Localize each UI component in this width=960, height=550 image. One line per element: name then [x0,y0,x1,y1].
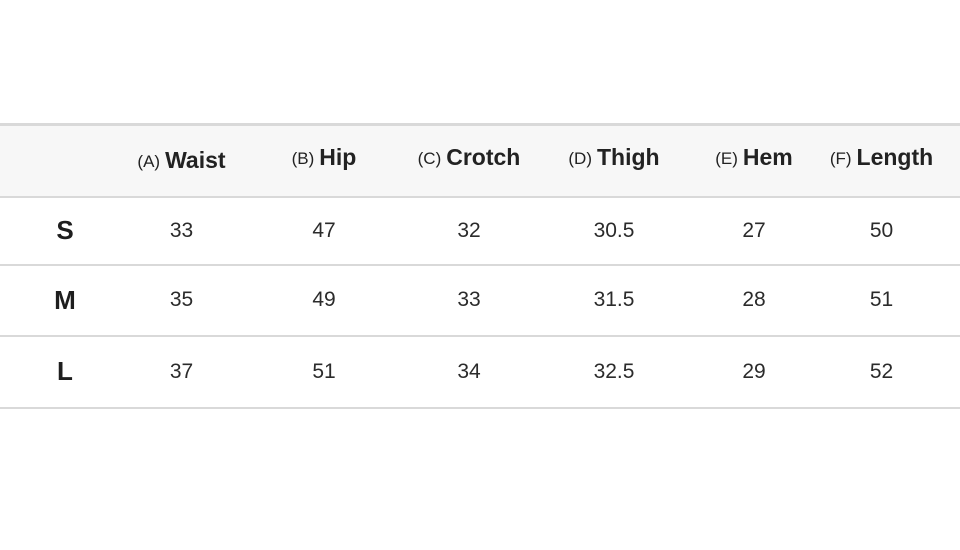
cell-waist: 35 [169,288,194,311]
cell-length: 52 [869,359,894,383]
size-label-l: L [57,356,73,386]
cell-length: 51 [869,288,894,311]
cell-hem: 28 [742,288,766,311]
header-size-cell [0,125,130,197]
header-hip-letter: (B) [291,149,315,169]
cell-thigh: 31.5 [593,288,635,311]
header-thigh-letter: (D) [568,149,592,169]
cell-hip: 49 [312,288,336,311]
cell-hip: 47 [312,218,336,242]
cell-hem: 27 [742,218,766,242]
header-waist-letter: (A) [137,152,161,172]
size-label-s: S [56,215,74,245]
cell-hem: 29 [742,359,766,383]
header-hem: (E) Hem [705,125,803,197]
header-thigh-label: Thigh [597,144,660,171]
header-waist-label: Waist [165,147,226,174]
cell-crotch: 32 [457,218,481,242]
header-hip: (B) Hip [233,125,415,197]
header-crotch-letter: (C) [417,149,442,169]
cell-hip: 51 [312,359,336,383]
header-hem-label: Hem [742,144,793,171]
header-crotch-label: Crotch [446,144,521,171]
cell-thigh: 32.5 [593,359,635,383]
header-length-letter: (F) [829,149,852,169]
cell-thigh: 30.5 [593,218,635,242]
size-chart-table: (A) Waist (B) Hip (C) Crotch (D) Thigh (E) He… [0,123,960,409]
table-header-row: (A) Waist (B) Hip (C) Crotch (D) Thigh (E) He… [0,124,960,197]
cell-crotch: 34 [457,359,481,383]
table-row: L 37 51 34 32.5 29 52 [0,336,960,408]
header-crotch: (C) Crotch [415,125,523,197]
header-length-label: Length [856,144,934,171]
header-hip-label: Hip [319,144,357,171]
cell-crotch: 33 [457,288,481,311]
cell-length: 50 [869,218,894,242]
table-row: M 35 49 33 31.5 28 51 [0,265,960,336]
cell-waist: 33 [169,218,194,242]
header-length: (F) Length [803,125,960,197]
header-thigh: (D) Thigh [523,125,705,197]
header-waist: (A) Waist [130,125,233,197]
header-hem-letter: (E) [715,149,738,169]
cell-waist: 37 [169,359,194,383]
size-label-m: M [54,284,76,315]
table-row: S 33 47 32 30.5 27 50 [0,197,960,265]
